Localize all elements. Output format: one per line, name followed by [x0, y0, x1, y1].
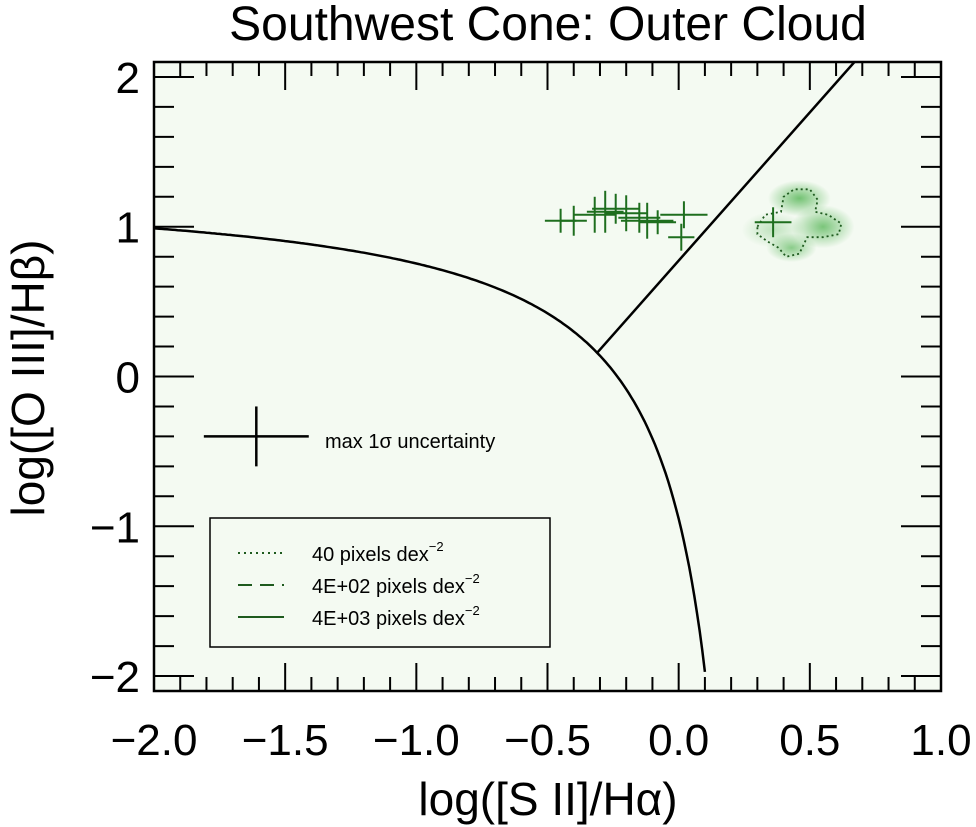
legend-box — [209, 517, 551, 648]
demarcation-lines — [154, 62, 856, 673]
x-axis-label: log([S II]/Hα) — [418, 773, 677, 825]
x-tick-label: −1.5 — [242, 716, 329, 765]
y-tick-label: 1 — [116, 204, 140, 253]
data-point — [592, 193, 640, 224]
y-tick-label: −2 — [90, 653, 140, 702]
uncertainty-label: max 1σ uncertainty — [325, 431, 495, 453]
seyfert-liner-demarcation-line — [596, 62, 856, 354]
legend-entry-0: 40 pixels dex−2 — [312, 539, 444, 566]
data-point — [573, 196, 616, 233]
data-point — [660, 201, 708, 229]
x-tick-label: −2.0 — [111, 716, 198, 765]
y-tick-label: 0 — [116, 354, 140, 403]
seyfert-hii-demarcation-curve — [154, 227, 707, 673]
x-tick-labels: −2.0 −1.5 −1.0 −0.5 0.0 0.5 1.0 — [111, 716, 972, 765]
x-tick-label: 0.0 — [648, 716, 709, 765]
axis-ticks — [153, 62, 942, 691]
density-map — [741, 180, 855, 263]
legend-entry-1: 4E+02 pixels dex−2 — [312, 571, 480, 598]
data-point — [639, 210, 677, 235]
x-tick-label: −1.0 — [373, 716, 460, 765]
data-points — [544, 190, 792, 251]
y-axis-label: log([O III]/Hβ) — [2, 240, 54, 517]
data-point — [618, 202, 661, 233]
data-point — [586, 190, 624, 233]
data-point — [668, 223, 695, 251]
data-point — [620, 202, 674, 239]
legend: 40 pixels dex−2 4E+02 pixels dex−2 4E+03… — [209, 517, 551, 648]
legend-entry-2: 4E+03 pixels dex−2 — [312, 603, 480, 630]
chart-title: Southwest Cone: Outer Cloud — [229, 0, 867, 51]
uncertainty-indicator: max 1σ uncertainty — [203, 406, 495, 467]
density-contour — [756, 188, 843, 258]
contour-40-pixels — [756, 188, 843, 258]
y-tick-label: 2 — [116, 54, 140, 103]
data-point — [560, 205, 587, 236]
x-tick-label: 0.5 — [779, 716, 840, 765]
y-tick-label: −1 — [90, 503, 140, 552]
y-tick-labels: 2 1 0 −1 −2 — [90, 54, 140, 702]
x-tick-label: 1.0 — [910, 716, 971, 765]
x-tick-label: −0.5 — [504, 716, 591, 765]
data-point — [754, 207, 792, 238]
